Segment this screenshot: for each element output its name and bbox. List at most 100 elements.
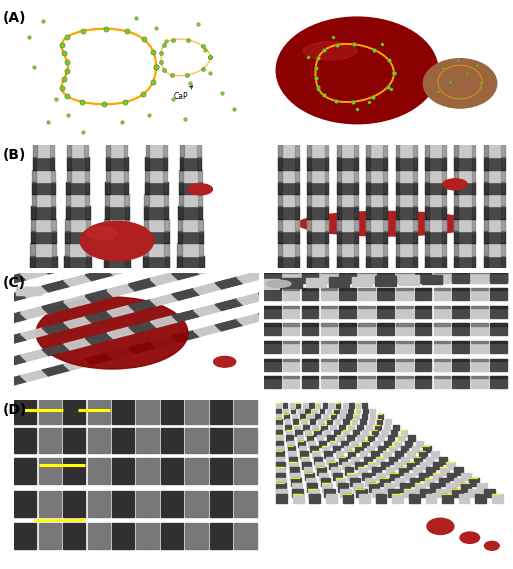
Bar <box>425 478 434 486</box>
Bar <box>67 145 88 157</box>
Bar <box>264 271 281 283</box>
Bar <box>358 288 375 300</box>
Bar <box>345 467 353 475</box>
Polygon shape <box>193 283 222 295</box>
Bar <box>484 207 488 219</box>
Bar <box>471 341 488 353</box>
Bar <box>366 207 370 219</box>
Bar <box>179 194 202 207</box>
Point <box>368 92 377 101</box>
Bar <box>30 255 35 268</box>
Bar <box>490 341 507 343</box>
Bar <box>66 194 89 207</box>
Bar <box>307 170 328 182</box>
Bar <box>366 424 372 430</box>
Bar <box>136 523 159 549</box>
Bar <box>333 473 343 480</box>
Bar <box>312 424 318 430</box>
Bar <box>471 231 476 244</box>
Bar <box>321 478 330 486</box>
Bar <box>392 494 403 503</box>
Bar <box>452 358 469 361</box>
Bar <box>186 427 208 453</box>
Bar <box>337 170 341 182</box>
Point <box>473 61 481 70</box>
Bar <box>67 157 71 170</box>
Polygon shape <box>129 321 156 333</box>
Bar <box>305 430 311 436</box>
Bar <box>337 244 358 255</box>
Bar <box>106 157 110 170</box>
Bar <box>452 341 469 343</box>
Polygon shape <box>21 370 48 382</box>
Bar <box>67 157 89 170</box>
Bar <box>382 430 388 436</box>
Bar <box>210 523 232 549</box>
Bar <box>308 440 315 447</box>
Bar <box>63 398 85 424</box>
Polygon shape <box>85 333 113 344</box>
Bar <box>352 419 357 424</box>
Bar <box>358 288 375 290</box>
Bar <box>51 182 55 194</box>
Bar <box>425 231 429 244</box>
Bar <box>471 306 488 318</box>
Bar <box>30 255 57 268</box>
Polygon shape <box>85 291 113 302</box>
Bar <box>337 255 358 268</box>
Bar <box>415 306 431 308</box>
Text: CaP: CaP <box>173 86 192 101</box>
Bar <box>112 458 134 484</box>
Bar <box>264 341 281 343</box>
Point <box>313 83 322 92</box>
Bar <box>426 456 434 464</box>
Bar <box>276 419 282 424</box>
Bar <box>415 288 431 290</box>
Bar <box>425 194 446 207</box>
Bar <box>452 306 469 318</box>
Bar <box>439 456 447 464</box>
Bar <box>302 419 307 424</box>
Bar <box>323 403 327 408</box>
Bar <box>413 194 417 207</box>
Polygon shape <box>64 257 92 269</box>
Bar <box>106 145 127 157</box>
Bar <box>278 219 282 231</box>
Bar <box>264 323 281 325</box>
Bar <box>341 409 346 413</box>
Bar <box>325 231 328 244</box>
Polygon shape <box>21 328 48 340</box>
Bar <box>307 244 311 255</box>
Bar <box>471 207 476 219</box>
Bar <box>283 288 300 300</box>
Polygon shape <box>237 212 265 223</box>
Bar <box>358 376 375 388</box>
Bar <box>198 157 201 170</box>
Polygon shape <box>172 331 200 342</box>
Bar <box>234 398 256 424</box>
Bar <box>383 255 387 268</box>
Bar <box>490 358 507 361</box>
Bar <box>383 157 387 170</box>
Bar <box>471 358 488 361</box>
Point <box>328 32 337 41</box>
Bar <box>471 255 476 268</box>
Bar <box>276 451 284 458</box>
Polygon shape <box>0 355 27 367</box>
Polygon shape <box>193 304 222 316</box>
Bar <box>164 182 168 194</box>
Bar <box>283 271 300 273</box>
Bar <box>425 182 446 194</box>
Bar <box>143 255 169 268</box>
Bar <box>354 255 358 268</box>
Bar <box>396 376 412 388</box>
Bar <box>305 473 314 480</box>
Bar <box>310 419 315 424</box>
Bar <box>322 446 329 452</box>
Bar <box>362 430 368 436</box>
Bar <box>144 231 169 244</box>
Bar <box>366 182 387 194</box>
Bar <box>144 207 148 219</box>
Polygon shape <box>85 333 113 344</box>
Bar <box>199 231 203 244</box>
